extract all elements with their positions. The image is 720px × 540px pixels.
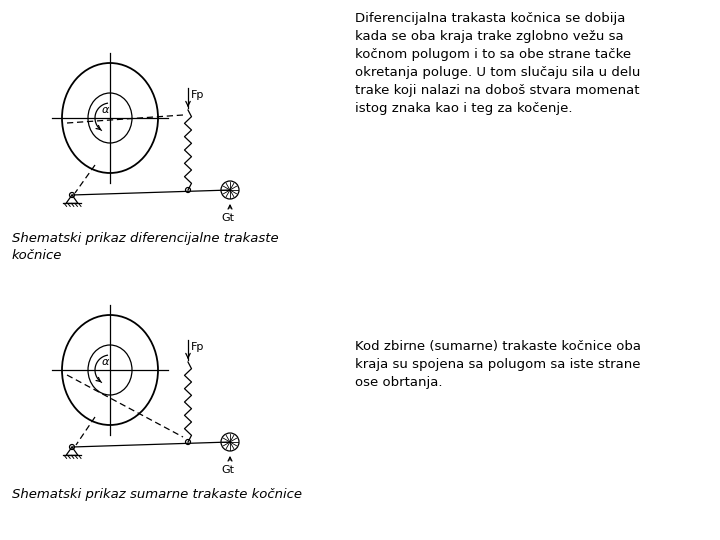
Text: Shematski prikaz sumarne trakaste kočnice: Shematski prikaz sumarne trakaste kočnic… <box>12 488 302 501</box>
Text: α: α <box>102 105 109 115</box>
Text: Shematski prikaz diferencijalne trakaste
kočnice: Shematski prikaz diferencijalne trakaste… <box>12 232 279 262</box>
Text: Kod zbirne (sumarne) trakaste kočnice oba
kraja su spojena sa polugom sa iste st: Kod zbirne (sumarne) trakaste kočnice ob… <box>355 340 641 389</box>
Text: α: α <box>102 357 109 367</box>
Text: Fp: Fp <box>191 342 204 352</box>
Text: Gt: Gt <box>222 213 235 223</box>
Text: Diferencijalna trakasta kočnica se dobija
kada se oba kraja trake zglobno vežu s: Diferencijalna trakasta kočnica se dobij… <box>355 12 640 115</box>
Text: Gt: Gt <box>222 465 235 475</box>
Text: Fp: Fp <box>191 90 204 100</box>
